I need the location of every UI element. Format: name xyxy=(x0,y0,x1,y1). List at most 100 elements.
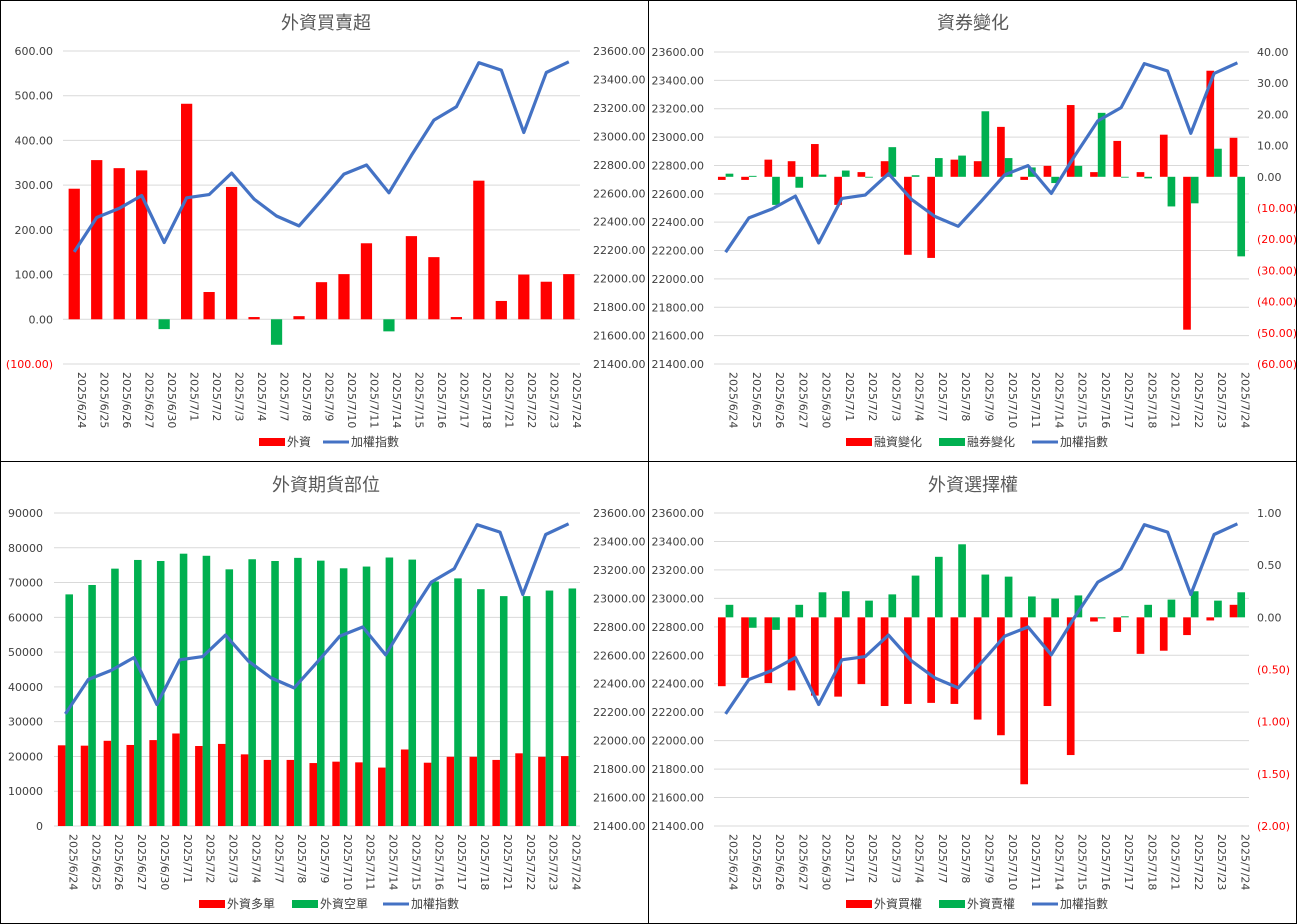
y-right-tick-label: 22600.00 xyxy=(593,649,646,662)
bar-series2 xyxy=(1167,176,1176,207)
bar-series2 xyxy=(1121,176,1129,178)
x-tick-label: 2025/7/17 xyxy=(455,834,468,890)
x-tick-label: 2025/7/17 xyxy=(457,372,470,428)
y-right-tick-label: 21600.00 xyxy=(593,330,646,343)
legend-label: 外資買權 xyxy=(874,897,922,911)
x-tick-label: 2025/7/2 xyxy=(210,372,223,421)
bar-series1 xyxy=(68,188,80,320)
y-left-tick-label: 22000.00 xyxy=(652,735,705,748)
index-line xyxy=(64,522,570,715)
bar-series2 xyxy=(1074,165,1083,177)
x-tick-label: 2025/7/10 xyxy=(1006,834,1019,890)
bar-series2 xyxy=(772,617,780,630)
bar-series1 xyxy=(927,617,935,703)
x-tick-label: 2025/7/14 xyxy=(390,372,403,428)
y-left-tick-label: 10000 xyxy=(8,785,43,798)
y-left-tick-label: 0 xyxy=(36,820,43,833)
x-tick-label: 2025/6/25 xyxy=(98,372,111,428)
x-tick-label: 2025/7/4 xyxy=(913,834,926,883)
bar-series2 xyxy=(545,590,554,826)
y-left-tick-label: 21800.00 xyxy=(652,763,705,776)
x-tick-label: 2025/7/22 xyxy=(524,834,537,890)
bar-series1 xyxy=(158,319,170,330)
y-left-tick-label: 23200.00 xyxy=(652,103,705,116)
x-tick-label: 2025/7/11 xyxy=(364,834,377,890)
bar-series2 xyxy=(385,557,394,826)
legend-label: 加權指數 xyxy=(1060,896,1108,911)
legend-swatch xyxy=(199,900,225,908)
bar-series2 xyxy=(865,176,873,178)
chart-panel-foreign-net-buy: 外資買賣超 (100.00) 0.00 100.00 200.00 300.00 400.0… xyxy=(0,0,649,462)
y-right-tick-label: 40.00 xyxy=(1257,46,1289,59)
bar-series2 xyxy=(248,559,256,826)
bar-series2 xyxy=(1144,176,1153,179)
x-tick-label: 2025/6/27 xyxy=(143,372,156,428)
x-tick-label: 2025/7/4 xyxy=(913,372,926,421)
x-tick-label: 2025/7/9 xyxy=(323,372,336,421)
x-tick-label: 2025/6/24 xyxy=(727,372,740,428)
bar-series1 xyxy=(1043,165,1052,177)
bar-series1 xyxy=(717,176,726,180)
chart-margin-short-change: 資券變化 21400.00 21600.00 21800.00 22000.00 2220… xyxy=(652,13,1297,449)
legend-swatch xyxy=(259,438,285,446)
bar-series1 xyxy=(181,103,193,320)
bar-series2 xyxy=(156,560,165,826)
bar-series2 xyxy=(1051,598,1059,618)
bar-series1 xyxy=(1159,134,1168,177)
bar-series1 xyxy=(103,740,112,826)
x-tick-label: 2025/7/22 xyxy=(1192,372,1205,428)
bar-series1 xyxy=(423,762,432,826)
y-right-tick-label: 23200.00 xyxy=(593,564,646,577)
y-right-tick-label: 22800.00 xyxy=(593,159,646,172)
bar-series1 xyxy=(263,759,272,826)
y-right-tick-label: 23000.00 xyxy=(593,592,646,605)
y-right-tick-label: 23400.00 xyxy=(593,73,646,86)
bar-series2 xyxy=(772,176,780,205)
chart-title: 外資期貨部位 xyxy=(272,475,380,496)
x-tick-label: 2025/7/16 xyxy=(1099,834,1112,890)
y-left-tick-label: (100.00) xyxy=(6,358,53,371)
bar-series1 xyxy=(741,617,749,678)
bar-series2 xyxy=(339,568,348,826)
y-right-tick-label: 21400.00 xyxy=(593,820,646,833)
bar-series2 xyxy=(1214,600,1222,618)
y-left-tick-label: 60000 xyxy=(8,611,43,624)
y-left-tick-label: 23400.00 xyxy=(652,535,705,548)
bar-series2 xyxy=(725,604,734,618)
bar-series1 xyxy=(217,743,226,826)
x-tick-label: 2025/7/1 xyxy=(181,834,194,883)
bar-series1 xyxy=(563,274,575,320)
bar-series1 xyxy=(927,176,935,258)
y-right-tick-label: (20.00) xyxy=(1257,233,1297,246)
bar-series2 xyxy=(1144,604,1153,618)
x-tick-label: 2025/7/23 xyxy=(1215,372,1228,428)
bar-series2 xyxy=(795,176,804,188)
x-tick-label: 2025/7/3 xyxy=(889,372,902,421)
bar-series2 xyxy=(431,581,439,826)
x-tick-label: 2025/7/7 xyxy=(278,372,291,421)
y-left-tick-label: 70000 xyxy=(8,577,43,590)
legend-label: 加權指數 xyxy=(411,896,459,911)
bar-series1 xyxy=(309,763,317,826)
bar-series2 xyxy=(1028,596,1036,618)
y-left-tick-label: 40000 xyxy=(8,681,43,694)
x-tick-label: 2025/6/26 xyxy=(773,372,786,428)
bar-series2 xyxy=(477,589,485,826)
x-tick-label: 2025/7/15 xyxy=(412,372,425,428)
y-right-tick-label: 21800.00 xyxy=(593,763,646,776)
bar-series2 xyxy=(1190,591,1199,618)
bar-series2 xyxy=(1004,576,1013,618)
chart-title: 外資選擇權 xyxy=(928,475,1018,496)
bar-series1 xyxy=(1229,137,1238,177)
x-tick-label: 2025/6/25 xyxy=(750,372,763,428)
x-tick-label: 2025/7/3 xyxy=(227,834,240,883)
bar-series1 xyxy=(286,759,295,826)
x-tick-label: 2025/7/1 xyxy=(843,372,856,421)
bar-series1 xyxy=(360,243,373,320)
bar-series1 xyxy=(136,170,148,320)
y-left-tick-label: 50000 xyxy=(8,646,43,659)
index-line xyxy=(72,60,570,253)
bar-series1 xyxy=(1136,617,1145,654)
y-left-tick-label: 30000 xyxy=(8,716,43,729)
bar-series1 xyxy=(270,319,283,345)
